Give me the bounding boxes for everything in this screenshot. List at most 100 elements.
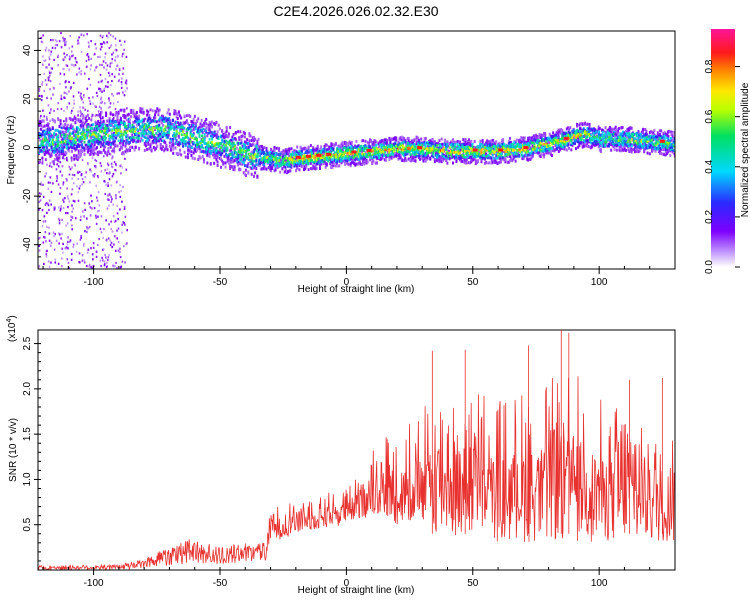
heatmap-cell xyxy=(529,157,532,161)
heatmap-cell xyxy=(561,134,564,138)
heatmap-cell xyxy=(92,102,94,105)
heatmap-cell xyxy=(530,156,533,160)
heatmap-cell xyxy=(173,109,176,113)
heatmap-cell xyxy=(278,164,281,168)
heatmap-cell xyxy=(619,149,622,153)
heatmap-cell xyxy=(104,136,107,140)
heatmap-cell xyxy=(425,157,428,161)
heatmap-cell xyxy=(206,161,209,165)
heatmap-cell xyxy=(155,137,158,141)
heatmap-cell xyxy=(198,135,201,139)
heatmap-cell xyxy=(91,142,94,146)
heatmap-cell xyxy=(116,111,119,115)
heatmap-cell xyxy=(61,165,64,168)
heatmap-cell xyxy=(566,126,569,130)
heatmap-cell xyxy=(94,134,97,138)
heatmap-cell xyxy=(274,156,277,159)
heatmap-cell xyxy=(103,131,106,134)
heatmap-cell xyxy=(372,140,375,144)
heatmap-cell xyxy=(271,164,274,168)
heatmap-cell xyxy=(99,227,102,231)
heatmap-cell xyxy=(116,212,119,215)
heatmap-cell xyxy=(63,197,65,200)
heatmap-cell xyxy=(141,107,144,111)
heatmap-cell xyxy=(469,154,472,158)
heatmap-cell xyxy=(63,142,66,146)
heatmap-cell xyxy=(175,139,178,143)
heatmap-cell xyxy=(73,128,76,132)
heatmap-cell xyxy=(108,123,111,127)
heatmap-cell xyxy=(151,130,154,133)
heatmap-cell xyxy=(235,155,238,159)
heatmap-cell xyxy=(93,138,96,141)
heatmap-cell xyxy=(471,153,474,157)
heatmap-cell xyxy=(127,120,130,124)
heatmap-cell xyxy=(479,139,482,143)
heatmap-cell xyxy=(123,94,126,97)
heatmap-cell xyxy=(49,137,52,141)
heatmap-cell xyxy=(135,115,138,119)
heatmap-cell xyxy=(55,133,58,137)
heatmap-cell xyxy=(125,168,128,171)
heatmap-cell xyxy=(187,145,190,149)
heatmap-cell xyxy=(176,152,179,156)
heatmap-cell xyxy=(285,156,288,160)
heatmap-cell xyxy=(309,161,312,165)
heatmap-cell xyxy=(250,138,253,142)
heatmap-cell xyxy=(93,104,96,108)
heatmap-cell xyxy=(61,130,64,134)
heatmap-cell xyxy=(106,168,109,171)
heatmap-cell xyxy=(278,159,281,162)
heatmap-cell xyxy=(672,151,675,155)
heatmap-cell xyxy=(112,127,115,130)
heatmap-cell xyxy=(119,208,121,211)
heatmap-cell xyxy=(72,117,75,120)
heatmap-cell xyxy=(156,139,159,143)
heatmap-cell xyxy=(197,143,200,146)
heatmap-cell xyxy=(63,126,66,130)
heatmap-cell xyxy=(252,174,255,178)
heatmap-cell xyxy=(133,112,136,116)
heatmap-cell xyxy=(312,153,315,157)
heatmap-cell xyxy=(498,141,501,145)
heatmap-cell xyxy=(544,132,547,136)
heatmap-cell xyxy=(563,132,566,136)
heatmap-cell xyxy=(424,137,427,141)
heatmap-cell xyxy=(289,169,292,173)
heatmap-cell xyxy=(194,125,197,128)
heatmap-cell xyxy=(488,161,491,165)
heatmap-cell xyxy=(135,140,138,144)
heatmap-cell xyxy=(127,112,130,116)
heatmap-cell xyxy=(238,136,241,140)
heatmap-cell xyxy=(100,96,103,99)
heatmap-cell xyxy=(73,134,76,138)
heatmap-cell xyxy=(257,159,260,162)
heatmap-cell xyxy=(171,122,174,126)
heatmap-cell xyxy=(320,162,323,166)
heatmap-cell xyxy=(168,118,171,122)
heatmap-cell xyxy=(424,159,427,163)
heatmap-cell xyxy=(166,135,169,139)
heatmap-cell xyxy=(237,150,240,153)
heatmap-cell xyxy=(193,125,196,129)
heatmap-cell xyxy=(89,139,92,143)
heatmap-cell xyxy=(209,162,212,166)
heatmap-cell xyxy=(213,144,216,148)
heatmap-cell xyxy=(248,134,251,138)
heatmap-cell xyxy=(81,122,84,126)
heatmap-cell xyxy=(45,202,48,205)
heatmap-cell xyxy=(116,126,119,130)
heatmap-cell xyxy=(119,145,122,149)
heatmap-cell xyxy=(208,151,211,155)
heatmap-cell xyxy=(349,141,352,145)
heatmap-cell xyxy=(177,134,180,138)
heatmap-cell xyxy=(170,126,173,130)
heatmap-cell xyxy=(50,145,53,149)
heatmap-cell xyxy=(292,159,295,162)
heatmap-cell xyxy=(53,120,56,124)
heatmap-cell xyxy=(288,164,291,168)
heatmap-cell xyxy=(639,146,642,150)
heatmap-cell xyxy=(307,147,310,151)
heatmap-cell xyxy=(112,215,115,218)
heatmap-cell xyxy=(208,150,211,154)
